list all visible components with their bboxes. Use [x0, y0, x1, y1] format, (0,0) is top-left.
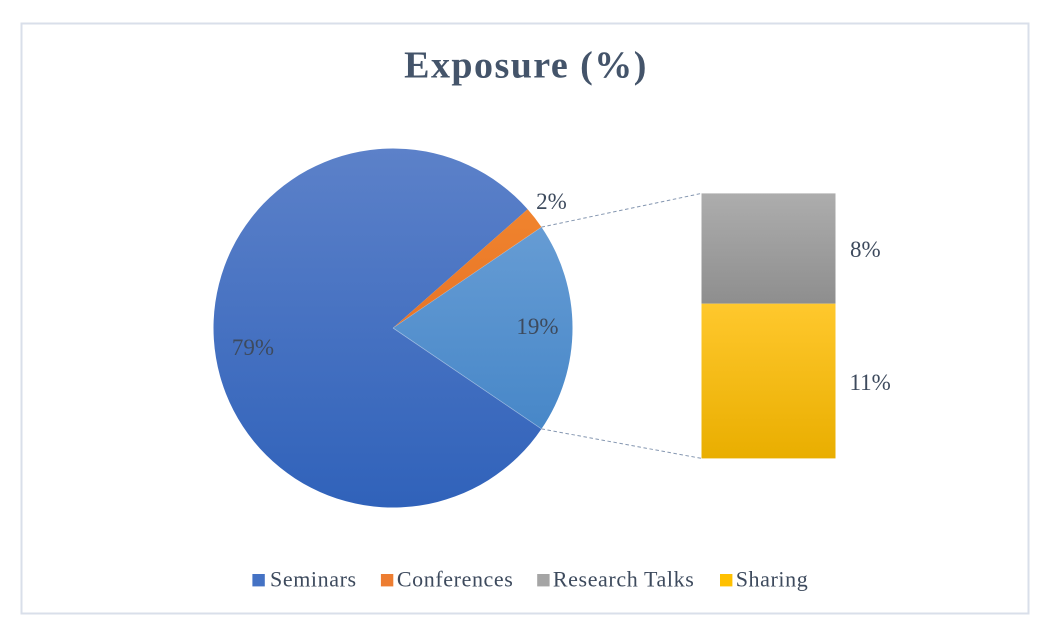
- svg-text:Seminars: Seminars: [270, 567, 357, 592]
- svg-text:8%: 8%: [850, 237, 881, 262]
- svg-text:2%: 2%: [536, 189, 567, 214]
- svg-text:79%: 79%: [232, 335, 274, 360]
- svg-text:Sharing: Sharing: [736, 567, 809, 592]
- svg-text:Research Talks: Research Talks: [553, 567, 694, 592]
- svg-text:11%: 11%: [850, 370, 891, 395]
- svg-text:19%: 19%: [516, 314, 558, 339]
- svg-text:Conferences: Conferences: [397, 567, 514, 592]
- svg-text:Exposure (%): Exposure (%): [404, 45, 648, 87]
